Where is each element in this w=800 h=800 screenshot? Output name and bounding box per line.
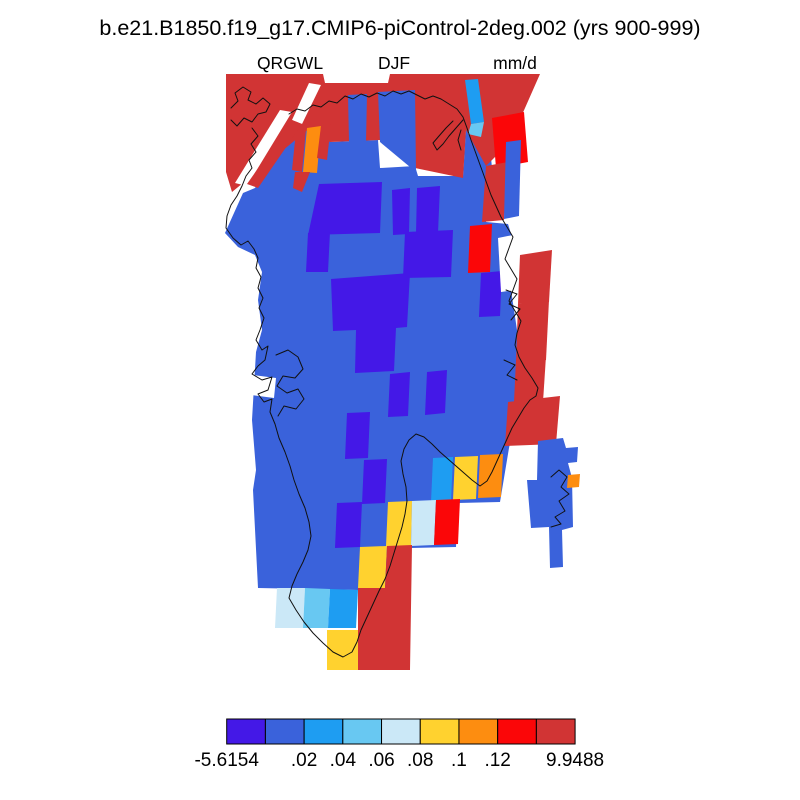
map-cell [275,588,305,628]
colorbar-box [226,718,266,745]
map-cell [308,182,382,235]
map-cell [362,459,387,504]
colorbar-box [419,718,460,745]
map-cell [403,230,453,278]
colorbar: -5.6154 .02 .04 .06 .08 .1 .12 9.9488 [194,718,604,771]
map-cell [348,94,367,142]
colorbar-box [497,718,537,745]
map-cell [306,232,330,272]
map-cell [292,129,306,172]
coastline-path [503,289,521,381]
map-cell [345,412,370,459]
map-cell [317,124,331,160]
map-cell [303,126,321,173]
map-cell [453,456,478,500]
map-cell [358,545,412,670]
map-cell [327,630,358,670]
colorbar-box [458,718,499,745]
units-label: mm/d [493,53,537,73]
map-cell [392,188,410,235]
map-cell [479,271,502,317]
map-cell [505,396,560,446]
colorbar-label: -5.6154 [194,750,259,771]
map-cell [388,372,410,417]
map-cell [468,122,484,137]
colorbar-label: .04 [330,750,357,771]
coastline-layer [225,86,570,658]
map-cell [516,300,549,362]
map-cell [328,589,358,628]
coastline-path [225,90,539,658]
map-cell [504,140,521,219]
map-cell [247,120,302,188]
colorbar-label: .1 [451,750,467,771]
colorbar-box [381,718,421,745]
map-cell [482,162,508,222]
map-cell [386,501,412,546]
colorbar-label: .08 [407,750,433,771]
coastline-path [275,349,305,417]
ocean-gap [235,110,292,186]
coastline-path [550,469,570,528]
coastline-path [432,119,464,151]
map-cell [425,370,447,415]
map-cell [518,250,552,304]
map-cell [331,273,410,373]
map-cell [514,356,546,402]
map-cell [303,588,330,628]
map-cell-layer [225,74,580,670]
ocean-gap [292,83,321,124]
season-label: DJF [377,53,411,73]
map-cell [465,79,484,124]
map-cell [431,457,453,502]
map-cell [468,224,492,273]
variable-label: QRGWL [256,53,324,73]
colorbar-box [342,718,383,745]
map-cell [478,454,503,498]
map-cell [293,172,310,192]
colorbar-box [303,718,344,745]
map-cell [567,474,580,488]
ocean-gap [498,235,516,292]
colorbar-box [264,718,305,745]
coastline-path [230,86,271,127]
colorbar-label: .06 [368,750,394,771]
map-cell [358,546,387,588]
colorbar-label: 9.9488 [546,750,604,771]
map-cell [527,438,578,568]
page-title: b.e21.B1850.f19_g17.CMIP6-piControl-2deg… [99,16,701,40]
coastline-path [457,129,462,151]
map-cell [434,499,460,545]
ocean-gap [244,374,276,398]
map-cell [411,500,436,546]
map-cell [416,186,440,234]
map-cell [335,502,362,548]
colorbar-label: .12 [484,750,510,771]
colorbar-label: .02 [291,750,317,771]
colorbar-box [535,718,576,745]
map-cell [378,90,416,172]
